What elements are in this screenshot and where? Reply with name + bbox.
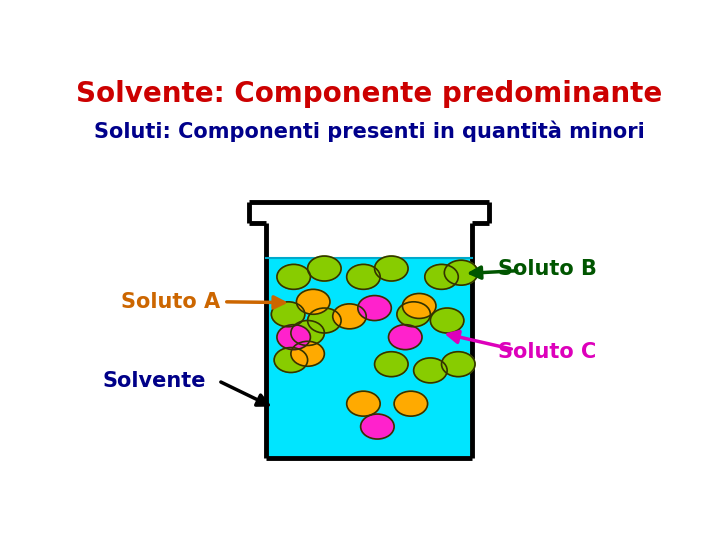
Text: Solvente: Solvente xyxy=(102,371,206,391)
Circle shape xyxy=(374,256,408,281)
Circle shape xyxy=(394,391,428,416)
Circle shape xyxy=(347,391,380,416)
Bar xyxy=(266,258,472,458)
Circle shape xyxy=(307,256,341,281)
Circle shape xyxy=(297,289,330,314)
Circle shape xyxy=(271,302,305,327)
Circle shape xyxy=(277,325,310,349)
Circle shape xyxy=(402,294,436,319)
Circle shape xyxy=(389,325,422,349)
Circle shape xyxy=(441,352,475,377)
Circle shape xyxy=(358,295,392,321)
Circle shape xyxy=(291,321,324,346)
Circle shape xyxy=(361,414,394,439)
Circle shape xyxy=(413,358,447,383)
Circle shape xyxy=(333,304,366,329)
Circle shape xyxy=(431,308,464,333)
Circle shape xyxy=(277,265,310,289)
Text: Soluto A: Soluto A xyxy=(122,292,220,312)
Circle shape xyxy=(347,265,380,289)
Text: Soluti: Componenti presenti in quantità minori: Soluti: Componenti presenti in quantità … xyxy=(94,120,644,142)
Circle shape xyxy=(374,352,408,377)
Circle shape xyxy=(291,341,324,366)
Circle shape xyxy=(307,308,341,333)
Text: Solvente: Componente predominante: Solvente: Componente predominante xyxy=(76,80,662,108)
Text: Soluto C: Soluto C xyxy=(498,342,597,362)
Circle shape xyxy=(274,348,307,373)
Circle shape xyxy=(397,302,431,327)
Circle shape xyxy=(444,260,478,285)
Circle shape xyxy=(425,265,459,289)
Text: Soluto B: Soluto B xyxy=(498,259,597,279)
